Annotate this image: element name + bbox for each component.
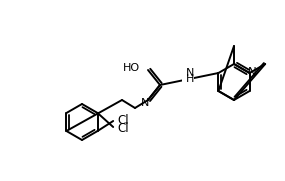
- Text: N: N: [141, 98, 149, 108]
- Text: H: H: [186, 74, 194, 84]
- Text: Cl: Cl: [117, 115, 129, 127]
- Text: HO: HO: [123, 63, 140, 73]
- Text: N: N: [248, 66, 257, 79]
- Bar: [182, 73, 194, 83]
- Text: Cl: Cl: [117, 121, 129, 134]
- Text: N: N: [186, 68, 194, 78]
